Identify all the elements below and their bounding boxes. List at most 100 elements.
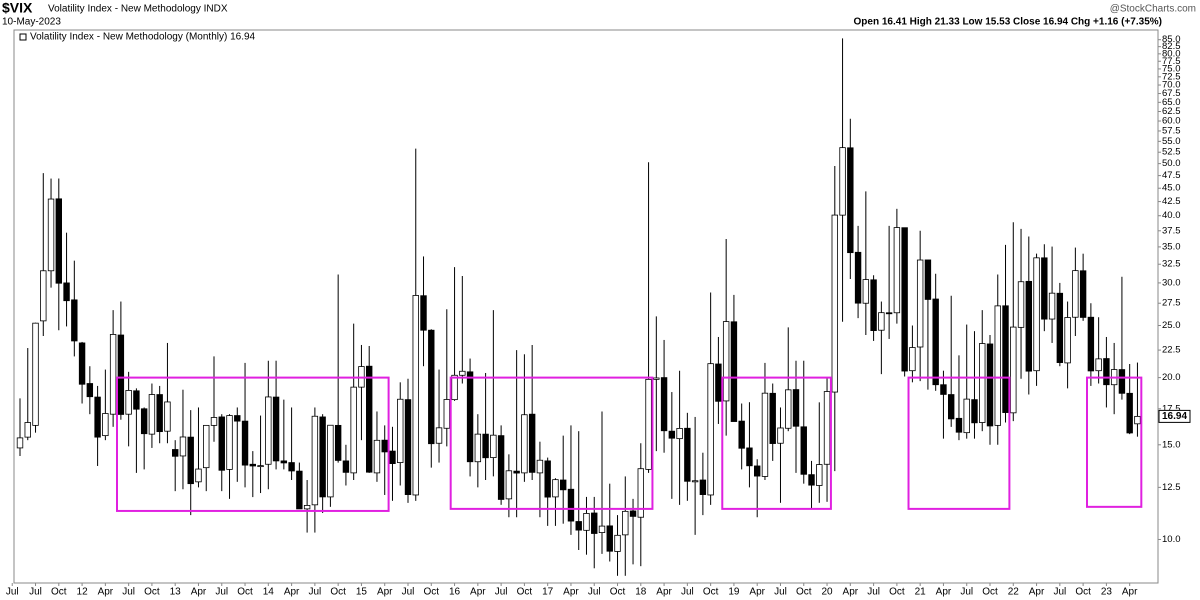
candle-body — [241, 420, 249, 466]
annotation-box — [907, 376, 1011, 510]
x-tick-label: Jul — [122, 587, 135, 598]
candle-body — [567, 488, 575, 522]
y-tick-label: 25.0 — [1162, 320, 1181, 331]
x-tick-label: Oct — [703, 587, 719, 598]
x-tick-label: Apr — [284, 587, 300, 598]
candle-body — [404, 399, 412, 495]
x-tick-label: Oct — [51, 587, 67, 598]
candle-body — [459, 370, 466, 376]
y-tick-label: 67.5 — [1162, 88, 1181, 99]
x-tick-label: Jul — [960, 587, 973, 598]
y-tick-label: 85.0 — [1162, 34, 1181, 45]
candle-body — [847, 147, 854, 254]
candle-body — [342, 460, 350, 473]
candle-body — [303, 505, 311, 510]
x-tick-label: Jul — [308, 587, 321, 598]
candle-body — [474, 433, 482, 463]
candle-body — [1079, 270, 1087, 318]
x-tick-label: 12 — [77, 587, 89, 598]
y-tick-label: 50.0 — [1162, 158, 1181, 169]
candle-body — [71, 299, 78, 342]
y-tick-label: 35.0 — [1162, 241, 1181, 252]
candle-body — [738, 420, 745, 449]
x-tick-label: Oct — [517, 587, 533, 598]
candle-body — [971, 399, 978, 424]
x-tick-label: Oct — [330, 587, 346, 598]
candle-body — [171, 449, 179, 457]
candle-body — [1010, 326, 1017, 414]
y-tick-label: 15.0 — [1162, 439, 1181, 450]
candle-body — [979, 343, 986, 423]
x-tick-label: Jul — [774, 587, 787, 598]
x-tick-label: Jul — [6, 587, 19, 598]
candle-body — [78, 342, 86, 385]
candle-body — [761, 392, 769, 477]
candle-body — [854, 251, 862, 304]
candle-body — [862, 279, 870, 304]
y-tick-label: 40.0 — [1162, 210, 1181, 221]
x-tick-label: Apr — [749, 587, 765, 598]
candle-body — [885, 312, 893, 315]
candle-body — [86, 383, 94, 398]
candle-body — [109, 334, 117, 415]
candle-body — [870, 279, 877, 331]
candle-body — [102, 413, 109, 437]
y-tick-label: 27.5 — [1162, 298, 1181, 309]
y-tick-label: 20.0 — [1162, 372, 1181, 383]
candle-body — [443, 399, 450, 429]
last-price-box — [1158, 409, 1191, 423]
y-tick-label: 77.5 — [1162, 56, 1181, 67]
candle-body — [381, 439, 388, 453]
candle-body — [754, 465, 761, 477]
candle-body — [544, 460, 551, 498]
y-tick-label: 80.0 — [1162, 48, 1181, 59]
candle-body — [1048, 292, 1056, 320]
candle-body — [187, 436, 194, 485]
candle-body — [622, 510, 629, 536]
quote: Open 16.41 High 21.33 Low 15.53 Close 16… — [854, 17, 1162, 28]
y-tick-label: 75.0 — [1162, 63, 1181, 74]
x-tick-label: 16 — [449, 587, 461, 598]
candle-body — [179, 436, 187, 457]
candle-body — [614, 534, 621, 552]
candle-body — [676, 428, 683, 440]
candle-body — [195, 468, 202, 483]
candle-body — [1095, 358, 1102, 372]
candle-body — [156, 394, 163, 433]
candle-body — [606, 525, 613, 552]
candle-body — [133, 390, 140, 410]
candle-body — [948, 394, 955, 420]
candle-body — [583, 513, 590, 531]
candle-body — [272, 396, 280, 462]
x-tick-label: Apr — [936, 587, 952, 598]
candle-body — [552, 479, 559, 498]
candle-body — [730, 321, 738, 422]
candle-body — [839, 147, 846, 216]
candle-body — [249, 463, 256, 467]
candle-body — [1064, 317, 1071, 364]
candle-body — [994, 305, 1001, 426]
candle-body — [932, 298, 939, 386]
x-tick-label: Oct — [889, 587, 905, 598]
candle-body — [389, 450, 396, 464]
candle-body — [591, 512, 598, 534]
x-tick-label: Apr — [98, 587, 114, 598]
candle-body — [536, 459, 544, 474]
annotation-box — [449, 376, 654, 510]
x-tick-label: 22 — [1008, 587, 1020, 598]
candle-body — [629, 510, 637, 517]
x-tick-label: Oct — [610, 587, 626, 598]
candle-body — [490, 434, 497, 458]
x-tick-label: Oct — [144, 587, 160, 598]
y-tick-label: 52.5 — [1162, 147, 1181, 158]
x-tick-label: Jul — [29, 587, 42, 598]
candle-body — [893, 227, 901, 314]
candle-body — [280, 460, 288, 464]
candle-body — [963, 398, 970, 434]
candle-body — [831, 214, 838, 393]
candle-body — [878, 312, 885, 331]
candle-body — [1134, 415, 1141, 425]
candle-body — [117, 334, 125, 415]
x-tick-label: Jul — [1053, 587, 1066, 598]
